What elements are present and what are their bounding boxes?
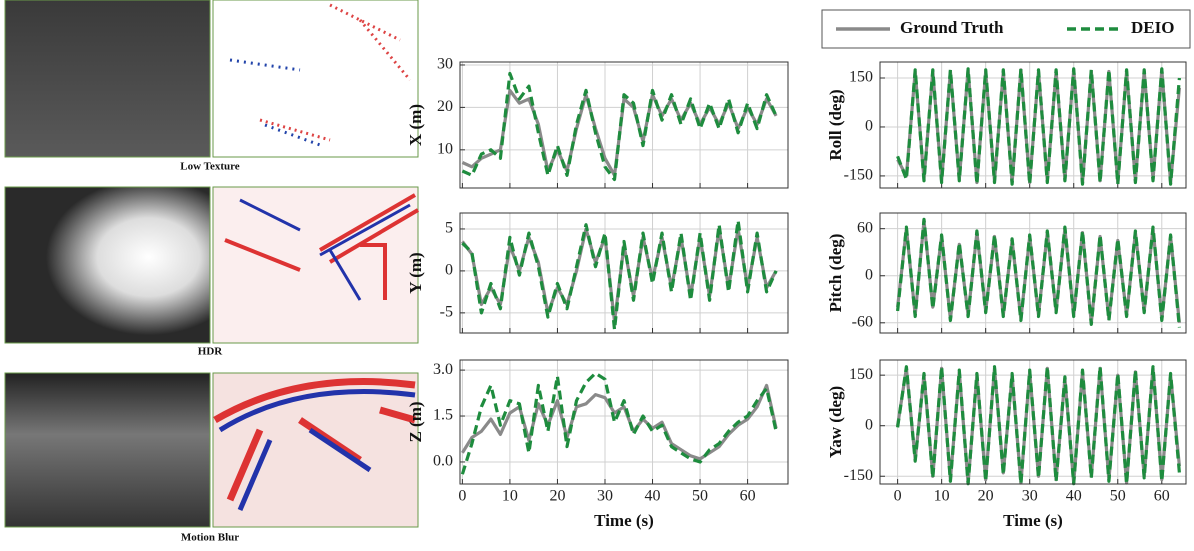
plot-frame bbox=[879, 61, 1187, 189]
series-line bbox=[896, 365, 1181, 486]
x-tick-label: 60 bbox=[1154, 488, 1170, 505]
x-tick-label: 20 bbox=[978, 488, 994, 505]
plot-frame bbox=[459, 212, 789, 334]
legend-label: Ground Truth bbox=[900, 18, 1004, 37]
y-axis-label: X (m) bbox=[406, 104, 425, 146]
event-pattern bbox=[218, 389, 416, 511]
photo bbox=[4, 372, 211, 528]
photo bbox=[4, 186, 211, 344]
event-image bbox=[212, 372, 419, 528]
series-line bbox=[896, 67, 1181, 186]
chart: -5 0 5 Y (m) bbox=[406, 212, 789, 334]
series-line bbox=[461, 71, 778, 182]
x-tick-label: 50 bbox=[1110, 488, 1126, 505]
chart: -60 0 60 Pitch (deg) bbox=[826, 212, 1187, 334]
x-axis-label: Time (s) bbox=[594, 511, 654, 530]
plot-frame bbox=[459, 359, 789, 485]
y-tick-label: 30 bbox=[437, 56, 453, 73]
y-tick-label: -5 bbox=[440, 304, 453, 321]
y-tick-label: -150 bbox=[844, 167, 873, 184]
series-line bbox=[461, 383, 778, 461]
y-axis-label: Pitch (deg) bbox=[826, 234, 845, 313]
event-image bbox=[212, 0, 419, 158]
y-tick-label: 5 bbox=[445, 220, 453, 237]
y-tick-label: 150 bbox=[849, 366, 873, 383]
y-tick-label: 60 bbox=[857, 219, 873, 236]
x-tick-label: 40 bbox=[645, 488, 661, 505]
series-line bbox=[896, 217, 1181, 328]
event-pattern bbox=[239, 198, 411, 301]
series-line bbox=[461, 219, 778, 332]
panel-caption: Motion Blur bbox=[181, 532, 239, 544]
plot-area bbox=[460, 62, 788, 188]
y-axis-label: Z (m) bbox=[406, 401, 425, 442]
y-axis-label: Yaw (deg) bbox=[826, 386, 845, 458]
plot-frame bbox=[879, 212, 1187, 334]
chart: 0 10 20 30 40 50 60 0.0 1.5 3.0 Z (m) Time (s) bbox=[406, 359, 789, 530]
panel-caption: HDR bbox=[198, 346, 224, 358]
y-axis-label: Y (m) bbox=[406, 252, 425, 293]
x-tick-label: 0 bbox=[458, 488, 466, 505]
y-tick-label: 150 bbox=[849, 69, 873, 86]
y-axis-label: Roll (deg) bbox=[826, 89, 845, 160]
y-tick-label: 0 bbox=[445, 262, 453, 279]
y-tick-label: 0 bbox=[865, 118, 873, 135]
series-line bbox=[460, 371, 778, 475]
plot-area bbox=[460, 360, 788, 484]
legend: Ground Truth DEIO bbox=[821, 9, 1191, 49]
y-tick-label: 3.0 bbox=[433, 361, 453, 378]
event-pattern bbox=[213, 378, 416, 502]
x-tick-label: 10 bbox=[502, 488, 518, 505]
plot-frame bbox=[459, 61, 789, 189]
y-tick-label: 20 bbox=[437, 98, 453, 115]
y-tick-label: 10 bbox=[437, 140, 453, 157]
y-tick-label: 1.5 bbox=[433, 407, 453, 424]
x-tick-label: 30 bbox=[1022, 488, 1038, 505]
event-pattern bbox=[259, 3, 412, 142]
x-tick-label: 40 bbox=[1066, 488, 1082, 505]
x-tick-label: 30 bbox=[597, 488, 613, 505]
y-tick-label: -60 bbox=[852, 313, 873, 330]
y-tick-label: 0.0 bbox=[433, 453, 453, 470]
event-pattern bbox=[224, 193, 420, 300]
plot-frame bbox=[879, 359, 1187, 485]
y-tick-label: 0 bbox=[865, 266, 873, 283]
x-tick-label: 50 bbox=[692, 488, 708, 505]
x-tick-label: 20 bbox=[549, 488, 565, 505]
x-tick-label: 0 bbox=[894, 488, 902, 505]
y-tick-label: -150 bbox=[844, 467, 873, 484]
y-tick-label: 0 bbox=[865, 416, 873, 433]
event-pattern bbox=[229, 58, 321, 147]
x-axis-label: Time (s) bbox=[1003, 511, 1063, 530]
legend-label: DEIO bbox=[1131, 18, 1174, 37]
x-tick-label: 10 bbox=[934, 488, 950, 505]
panel-caption: Low Texture bbox=[180, 161, 240, 173]
photo bbox=[4, 0, 211, 158]
chart: 10 20 30 X (m) bbox=[406, 56, 789, 189]
x-tick-label: 60 bbox=[740, 488, 756, 505]
image-panels: Low Texture HDR Motion Blur bbox=[4, 0, 420, 544]
